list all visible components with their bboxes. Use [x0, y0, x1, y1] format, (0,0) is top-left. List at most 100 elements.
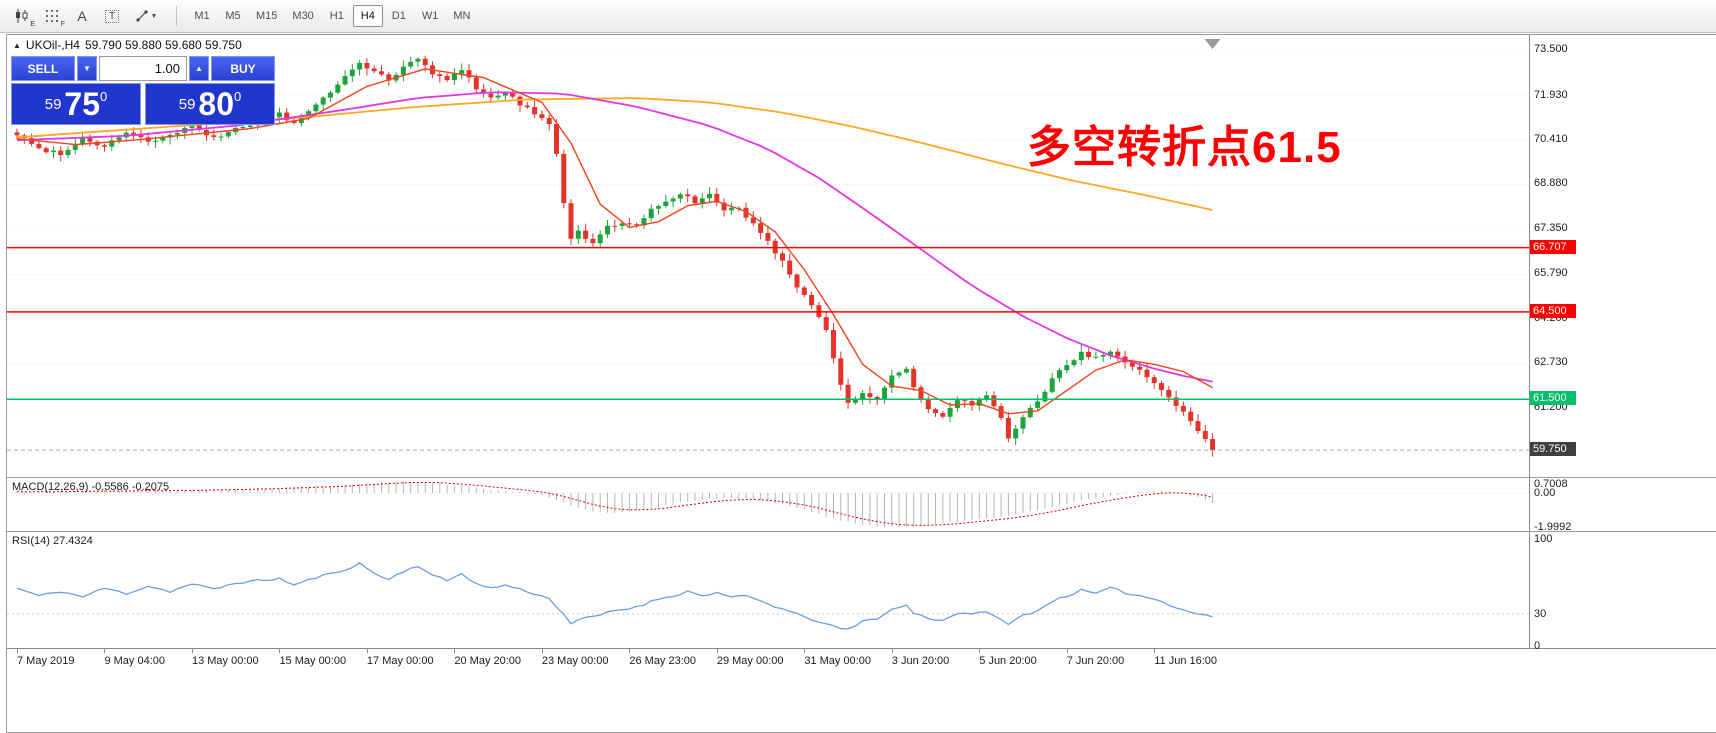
rsi-svg	[7, 562, 1529, 630]
buy-price-point: 0	[234, 89, 242, 104]
time-axis-label: 23 May 00:00	[541, 655, 609, 667]
buy-price-pips: 80	[198, 86, 235, 122]
volume-input[interactable]	[99, 56, 187, 81]
current-price-tag: 59.750	[1530, 442, 1576, 457]
price-axis-label: 62.730	[1534, 356, 1568, 369]
buy-price-display[interactable]: 59 80 0	[145, 83, 275, 125]
symbol-direction-icon: ▲	[13, 40, 21, 50]
price-axis-label: 70.410	[1534, 132, 1568, 145]
rsi-label: RSI(14) 27.4324	[12, 535, 93, 547]
timeframe-d1[interactable]: D1	[391, 10, 406, 22]
macd-panel[interactable]: MACD(12,26,9) -0.5586 -0.2075 0.7008 0.00…	[7, 477, 1716, 534]
time-axis-tick	[17, 649, 18, 653]
toolbar-separator	[176, 6, 177, 26]
sell-button[interactable]: SELL	[11, 56, 75, 81]
time-axis-tick	[454, 649, 456, 653]
time-axis-label: 26 May 23:00	[629, 655, 697, 667]
time-axis-tick	[979, 649, 981, 653]
grid-icon[interactable]: F	[38, 4, 66, 28]
time-axis-label: 9 May 04:00	[104, 655, 166, 667]
candlestick-chart-icon[interactable]: E	[8, 4, 36, 28]
price-chart-svg	[7, 39, 1529, 457]
time-axis-label: 17 May 00:00	[366, 655, 434, 667]
time-axis-tick	[191, 649, 193, 653]
rsi-axis-label: 30	[1534, 607, 1547, 620]
price-axis-label: 73.500	[1534, 43, 1568, 55]
time-axis-label: 7 Jun 20:00	[1066, 655, 1125, 667]
time-axis-tick	[1154, 649, 1156, 653]
sell-price-pips: 75	[64, 86, 101, 122]
grid-lines	[7, 49, 1529, 453]
ma-fast-line	[16, 68, 1213, 415]
chevron-down-icon: ▼	[83, 64, 91, 73]
chart-shift-marker[interactable]	[1204, 39, 1221, 49]
text-label-icon[interactable]: A	[77, 8, 87, 24]
buy-price-whole: 59	[178, 95, 196, 113]
macd-axis: 0.7008 0.00 -1.9992	[1529, 478, 1716, 534]
time-axis-label: 3 Jun 20:00	[891, 655, 950, 667]
hline-price-tag[interactable]: 64.500	[1530, 303, 1576, 318]
timeframe-w1[interactable]: W1	[421, 10, 439, 22]
text-box-icon[interactable]: T	[98, 4, 126, 28]
time-axis-tick	[891, 649, 893, 653]
chart-window: ▲ UKOil-,H4 59.790 59.880 59.680 59.750 …	[6, 34, 1716, 733]
time-axis-label: 13 May 00:00	[191, 655, 259, 667]
buy-button[interactable]: BUY	[211, 56, 275, 81]
sell-price-point: 0	[100, 89, 108, 104]
volume-dropdown-button[interactable]: ▼	[77, 56, 97, 81]
macd-axis-label: 0.00	[1534, 487, 1556, 499]
price-axis-label: 68.880	[1534, 177, 1568, 190]
price-axis: 73.50071.93070.41068.88067.35065.79064.2…	[1529, 35, 1716, 477]
price-axis-label: 65.790	[1534, 267, 1568, 280]
price-chart-panel[interactable]: ▲ UKOil-,H4 59.790 59.880 59.680 59.750 …	[7, 35, 1716, 477]
ma-mid-line	[16, 91, 1213, 383]
volume-up-button[interactable]: ▲	[189, 56, 209, 81]
price-axis-label: 67.350	[1534, 221, 1568, 234]
timeframe-h1[interactable]: H1	[329, 10, 344, 22]
time-axis-label: 31 May 00:00	[804, 655, 871, 667]
rsi-panel[interactable]: RSI(14) 27.4324 100 30 0	[7, 531, 1716, 652]
chevron-down-icon: ▼	[150, 12, 158, 20]
one-click-trading-panel: SELL ▼ ▲ BUY 59 75 0 59 80	[11, 56, 275, 125]
annotation-text: 多空转折点61.5	[1027, 123, 1342, 172]
timeframe-bar: M1 M5 M15 M30 H1 H4 D1 W1 MN	[187, 5, 478, 27]
timeframe-h4[interactable]: H4	[352, 5, 383, 27]
chevron-up-icon: ▲	[195, 64, 203, 73]
hline-price-tag[interactable]: 61.500	[1530, 391, 1576, 406]
symbol-name: UKOil-,H4	[25, 38, 80, 52]
timeframe-m5[interactable]: M5	[225, 10, 241, 22]
rsi-line	[16, 562, 1213, 630]
timeframe-m15[interactable]: M15	[256, 10, 278, 22]
time-axis-label: 15 May 00:00	[279, 655, 347, 667]
time-axis-label: 29 May 00:00	[716, 655, 784, 667]
timeframe-m1[interactable]: M1	[194, 10, 210, 22]
time-axis-label: 5 Jun 20:00	[979, 655, 1037, 667]
hline-price-tag[interactable]: 66.707	[1530, 239, 1576, 254]
timeframe-mn[interactable]: MN	[453, 10, 471, 22]
timeframe-m30[interactable]: M30	[292, 10, 314, 22]
time-axis-label: 7 May 2019	[17, 655, 75, 667]
time-axis-tick	[541, 649, 543, 653]
time-axis-tick	[279, 649, 281, 653]
time-axis-tick	[804, 649, 806, 653]
time-axis-tick	[1066, 649, 1068, 653]
macd-signal-line	[16, 482, 1213, 526]
candles-layer	[14, 55, 1216, 457]
macd-axis-label: 0.7008	[1534, 478, 1568, 490]
macd-axis-label: -1.9992	[1534, 521, 1572, 534]
time-axis-tick	[104, 649, 106, 653]
symbol-header: ▲ UKOil-,H4 59.790 59.880 59.680 59.750	[13, 38, 242, 52]
shapes-dropdown-icon[interactable]: ▼	[128, 4, 164, 28]
sell-price-display[interactable]: 59 75 0	[11, 83, 141, 125]
rsi-axis-label: 100	[1534, 533, 1553, 545]
time-axis: 7 May 2019 9 May 04:00 13 May 00:00 15 May …	[7, 648, 1716, 672]
rsi-axis-label: 0	[1534, 640, 1541, 652]
macd-histogram	[16, 481, 1214, 528]
time-axis-tick	[366, 649, 368, 653]
time-axis-tick	[629, 649, 631, 653]
time-axis-tick	[716, 649, 718, 653]
macd-label: MACD(12,26,9) -0.5586 -0.2075	[12, 481, 170, 493]
icon-sub-f: F	[60, 21, 65, 28]
toolbar: E F A T ▼ M1 M5 M15 M30 H1 H4 D1 W1 MN	[0, 0, 1716, 33]
price-axis-label: 71.930	[1534, 88, 1568, 101]
